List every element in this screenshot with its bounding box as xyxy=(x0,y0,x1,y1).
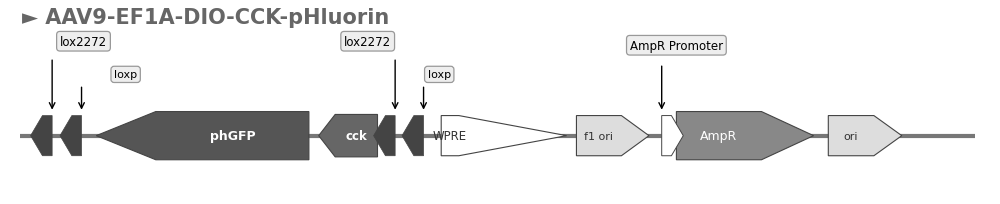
Text: ► AAV9-EF1A-DIO-CCK-pHluorin: ► AAV9-EF1A-DIO-CCK-pHluorin xyxy=(22,8,389,28)
Text: lox2272: lox2272 xyxy=(60,35,107,49)
Text: AmpR: AmpR xyxy=(700,130,738,142)
Text: lox2272: lox2272 xyxy=(344,35,391,49)
Polygon shape xyxy=(662,116,683,156)
Polygon shape xyxy=(60,116,82,156)
Text: cck: cck xyxy=(345,130,367,142)
Polygon shape xyxy=(828,116,902,156)
Polygon shape xyxy=(319,115,378,157)
Polygon shape xyxy=(441,116,567,156)
Text: AmpR Promoter: AmpR Promoter xyxy=(630,40,723,52)
Polygon shape xyxy=(676,112,814,160)
Polygon shape xyxy=(576,116,649,156)
Polygon shape xyxy=(402,116,424,156)
Text: loxp: loxp xyxy=(114,70,137,80)
Text: ori: ori xyxy=(844,131,858,141)
Polygon shape xyxy=(374,116,395,156)
Text: phGFP: phGFP xyxy=(210,130,255,142)
Polygon shape xyxy=(31,116,52,156)
Polygon shape xyxy=(96,112,309,160)
Text: f1 ori: f1 ori xyxy=(584,131,613,141)
Text: WPRE: WPRE xyxy=(433,130,467,142)
Text: loxp: loxp xyxy=(428,70,451,80)
